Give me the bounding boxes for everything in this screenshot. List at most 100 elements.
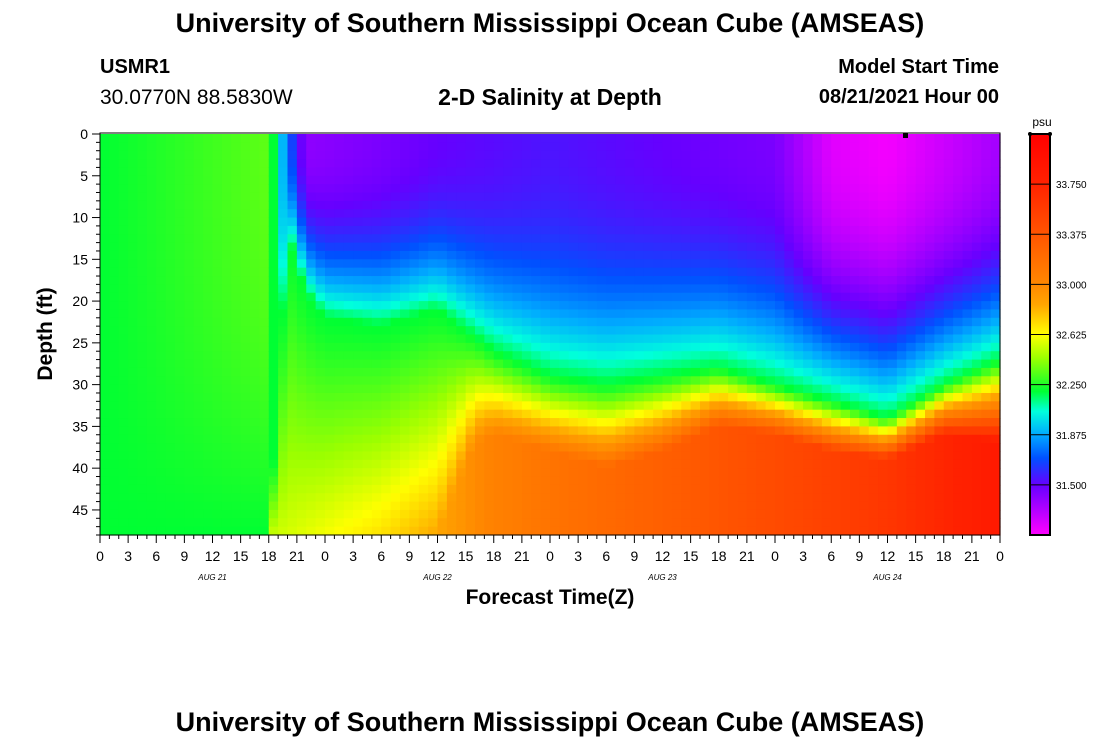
heatmap-cell [128, 384, 139, 394]
heatmap-cell [418, 234, 429, 244]
heatmap-cell [606, 309, 617, 319]
heatmap-cell [193, 476, 204, 486]
heatmap-cell [175, 468, 185, 478]
heatmap-cell [615, 493, 626, 503]
heatmap-cell [100, 351, 110, 361]
heatmap-cell [137, 493, 148, 503]
heatmap-cell [925, 309, 935, 319]
heatmap-cell [268, 443, 279, 453]
heatmap-cell [325, 209, 335, 219]
heatmap-cell [212, 468, 223, 478]
heatmap-cell [540, 334, 551, 344]
heatmap-cell [521, 476, 532, 486]
heatmap-cell [156, 175, 167, 185]
heatmap-cell [850, 426, 860, 436]
heatmap-cell [681, 392, 692, 402]
heatmap-cell [278, 276, 289, 285]
heatmap-cell [128, 217, 139, 227]
heatmap-cell [643, 501, 654, 511]
heatmap-cell [512, 384, 523, 394]
heatmap-cell [184, 142, 195, 152]
heatmap-cell [868, 284, 879, 294]
heatmap-cell [971, 401, 982, 411]
heatmap-cell [418, 468, 429, 478]
heatmap-cell [212, 401, 223, 411]
heatmap-cell [728, 276, 739, 285]
heatmap-cell [296, 175, 307, 185]
heatmap-cell [381, 359, 392, 369]
model-start-label: Model Start Time [838, 56, 999, 78]
heatmap-cell [184, 392, 195, 402]
heatmap-cell [446, 142, 457, 152]
heatmap-cell [821, 484, 832, 494]
heatmap-cell [381, 192, 392, 202]
y-tick-label: 45 [72, 502, 88, 518]
heatmap-cell [503, 459, 514, 469]
heatmap-cell [850, 526, 860, 536]
heatmap-cell [184, 468, 195, 478]
heatmap-cell [503, 376, 514, 386]
heatmap-cell [643, 142, 654, 152]
heatmap-cell [156, 518, 167, 528]
heatmap-cell [868, 309, 879, 319]
heatmap-cell [821, 509, 832, 519]
heatmap-cell [746, 476, 757, 486]
heatmap-cell [887, 276, 898, 285]
heatmap-cell [925, 459, 935, 469]
heatmap-cell [887, 267, 898, 277]
heatmap-cell [990, 526, 1001, 536]
heatmap-cell [925, 384, 935, 394]
heatmap-cell [596, 459, 607, 469]
heatmap-cell [212, 200, 223, 210]
heatmap-cell [840, 292, 851, 302]
heatmap-cell [418, 384, 429, 394]
heatmap-cell [381, 175, 392, 185]
heatmap-cell [934, 209, 945, 219]
heatmap-cell [446, 501, 457, 511]
heatmap-cell [231, 234, 242, 244]
heatmap-cell [568, 334, 579, 344]
heatmap-cell [943, 443, 954, 453]
heatmap-cell [934, 367, 945, 377]
heatmap-cell [362, 225, 373, 235]
heatmap-cell [925, 409, 935, 419]
heatmap-cell [700, 317, 710, 327]
heatmap-cell [803, 418, 814, 427]
heatmap-cell [268, 401, 279, 411]
heatmap-cell [175, 501, 185, 511]
heatmap-cell [381, 367, 392, 377]
heatmap-cell [118, 142, 129, 152]
heatmap-cell [381, 242, 392, 252]
heatmap-cell [493, 209, 504, 219]
heatmap-cell [446, 284, 457, 294]
heatmap-cell [428, 518, 439, 528]
heatmap-cell [971, 192, 982, 202]
heatmap-cell [962, 443, 973, 453]
heatmap-cell [231, 142, 242, 152]
heatmap-cell [906, 367, 917, 377]
heatmap-cell [840, 409, 851, 419]
heatmap-cell [165, 401, 176, 411]
heatmap-cell [437, 175, 448, 185]
heatmap-cell [625, 267, 635, 277]
heatmap-cell [775, 434, 785, 444]
heatmap-cell [540, 376, 551, 386]
heatmap-cell [362, 526, 373, 536]
heatmap-cell [625, 351, 635, 361]
heatmap-cell [250, 284, 260, 294]
heatmap-cell [625, 217, 635, 227]
heatmap-cell [371, 401, 382, 411]
heatmap-cell [896, 384, 907, 394]
heatmap-cell [400, 326, 410, 336]
heatmap-cell [821, 192, 832, 202]
heatmap-cell [868, 509, 879, 519]
heatmap-cell [521, 209, 532, 219]
heatmap-cell [578, 443, 589, 453]
heatmap-cell [962, 509, 973, 519]
heatmap-cell [587, 459, 598, 469]
heatmap-cell [278, 334, 289, 344]
heatmap-cell [915, 434, 926, 444]
heatmap-cell [109, 234, 120, 244]
heatmap-cell [784, 301, 795, 311]
heatmap-cell [325, 359, 335, 369]
